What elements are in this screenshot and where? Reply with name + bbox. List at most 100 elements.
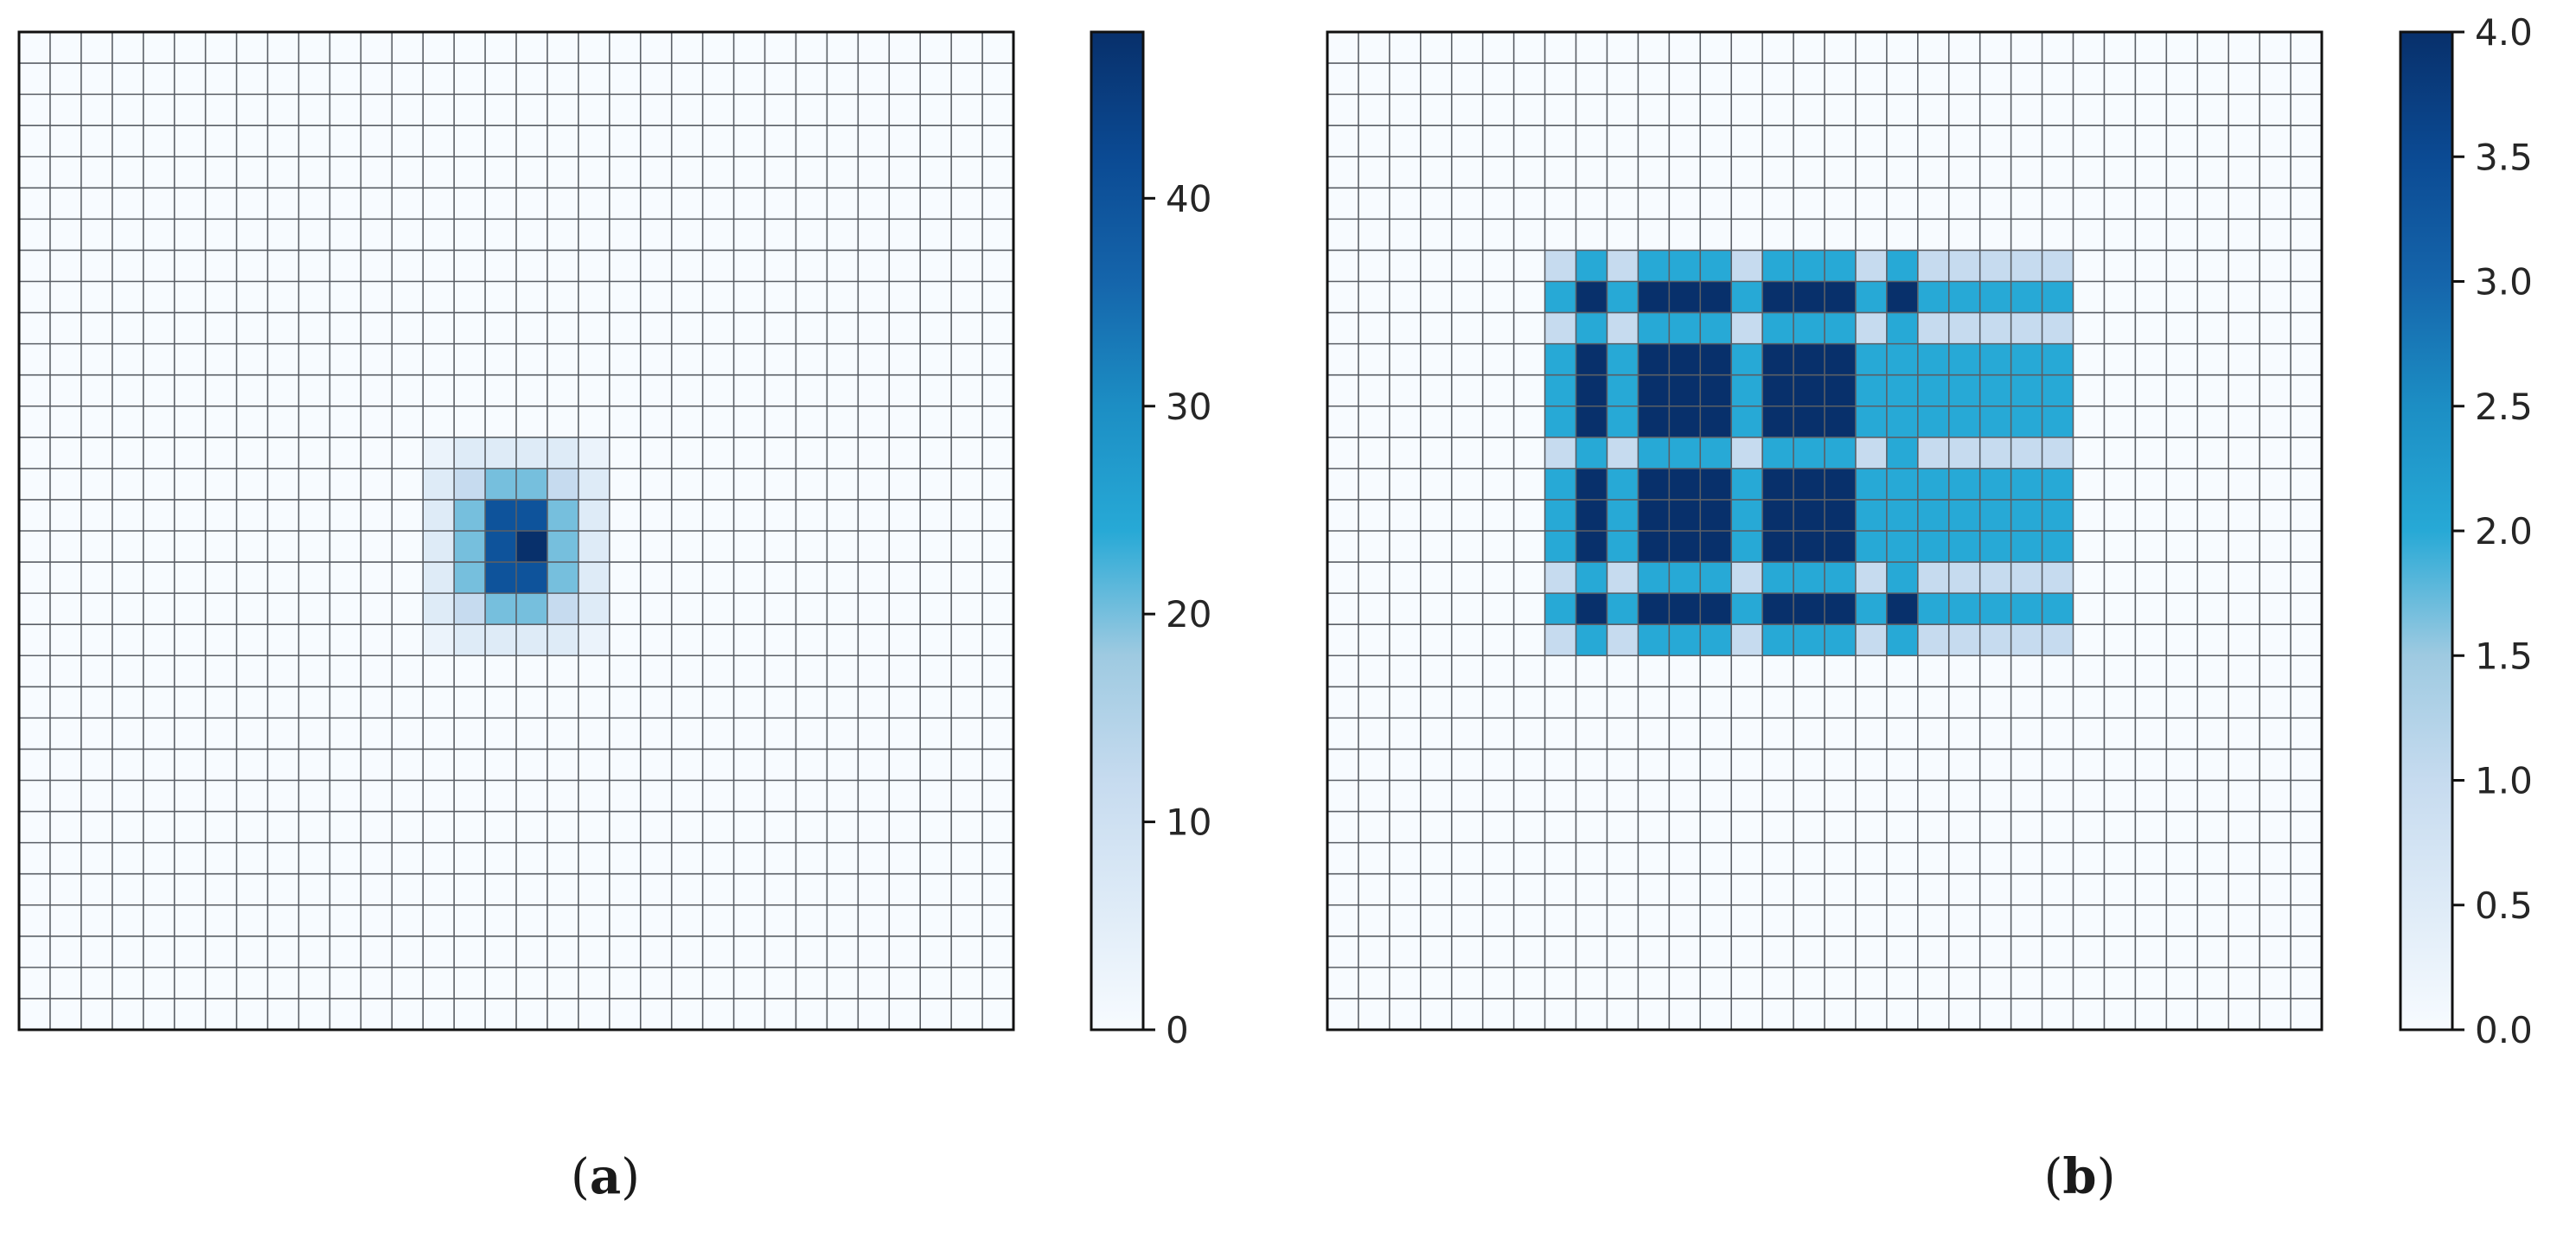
heatmap-cell [329, 32, 361, 64]
heatmap-cell [143, 873, 176, 906]
heatmap-cell [1762, 343, 1794, 376]
heatmap-cell [1700, 63, 1732, 95]
heatmap-cell [858, 967, 890, 1000]
heatmap-cell [298, 374, 330, 407]
heatmap-cell [547, 374, 579, 407]
heatmap-cell [516, 32, 548, 64]
heatmap-cell [609, 936, 642, 968]
heatmap-cell [2166, 562, 2198, 594]
heatmap-cell [2291, 873, 2323, 906]
heatmap-cell [1327, 904, 1359, 937]
heatmap-cell [1979, 499, 2012, 532]
heatmap-cell [1669, 936, 1701, 968]
heatmap-cell [2197, 562, 2229, 594]
heatmap-cell [1482, 125, 1515, 157]
heatmap-cell [764, 219, 796, 251]
heatmap-cell [796, 780, 828, 813]
heatmap-cell [1669, 219, 1701, 251]
heatmap-cell [920, 687, 952, 718]
heatmap-cell [454, 842, 486, 875]
heatmap-cell [2042, 94, 2074, 126]
heatmap-cell [1793, 32, 1825, 64]
heatmap-cell [1482, 718, 1515, 750]
colorbar-tick-label: 0.5 [2475, 885, 2533, 927]
heatmap-cell [1482, 624, 1515, 656]
heatmap-cell [2197, 94, 2229, 126]
heatmap-cell [2010, 873, 2043, 906]
heatmap-cell [1638, 531, 1670, 563]
heatmap-cell [2228, 343, 2260, 376]
heatmap-cell [485, 967, 517, 1000]
heatmap-cell [298, 842, 330, 875]
heatmap-cell [1451, 655, 1484, 687]
heatmap-cell [1420, 374, 1453, 407]
heatmap-cell [2010, 250, 2043, 282]
heatmap-cell [2010, 811, 2043, 844]
heatmap-cell [1669, 499, 1701, 532]
heatmap-cell [2135, 94, 2167, 126]
heatmap-cell [2073, 624, 2105, 656]
heatmap-cell [764, 125, 796, 157]
heatmap-cell [2042, 967, 2074, 1000]
heatmap-cell [1825, 406, 1857, 438]
heatmap-cell [889, 63, 921, 95]
heatmap-cell [2260, 437, 2292, 469]
heatmap-cell [1327, 780, 1359, 813]
heatmap-cell [1638, 437, 1670, 469]
heatmap-cell [112, 904, 144, 937]
heatmap-cell [2291, 437, 2323, 469]
heatmap-cell [640, 219, 673, 251]
heatmap-cell [1917, 499, 1950, 532]
heatmap-cell [49, 468, 82, 501]
heatmap-cell [2291, 998, 2323, 1031]
heatmap-cell [392, 281, 424, 314]
heatmap-cell [516, 873, 548, 906]
heatmap-cell [392, 842, 424, 875]
heatmap-cell [2260, 32, 2292, 64]
heatmap-cell [112, 437, 144, 469]
heatmap-cell [1793, 281, 1825, 314]
heatmap-cell [2135, 32, 2167, 64]
heatmap-cell [2010, 374, 2043, 407]
heatmap-cell [80, 343, 113, 376]
heatmap-cell [19, 811, 51, 844]
colorbar-tick-label: 1.5 [2475, 635, 2533, 677]
heatmap-cell [19, 125, 51, 157]
heatmap-cell [547, 63, 579, 95]
heatmap-cell [2073, 842, 2105, 875]
heatmap-cell [516, 188, 548, 220]
heatmap-cell [1327, 967, 1359, 1000]
heatmap-cell [982, 718, 1014, 750]
heatmap-cell [1389, 687, 1422, 718]
heatmap-cell [19, 94, 51, 126]
heatmap-cell [1979, 125, 2012, 157]
heatmap-cell [1886, 219, 1919, 251]
heatmap-cell [2135, 811, 2167, 844]
heatmap-cell [640, 687, 673, 718]
heatmap-cell [205, 63, 238, 95]
heatmap-cell [1825, 749, 1857, 781]
heatmap-cell [329, 687, 361, 718]
heatmap-cell [19, 406, 51, 438]
heatmap-cell [174, 188, 207, 220]
heatmap-cell [1607, 437, 1639, 469]
heatmap-cell [2228, 125, 2260, 157]
heatmap-cell [2260, 63, 2292, 95]
heatmap-cell [1544, 593, 1576, 625]
heatmap-cell [2260, 156, 2292, 188]
heatmap-cell [671, 32, 704, 64]
heatmap-cell [702, 94, 735, 126]
heatmap-cell [640, 811, 673, 844]
heatmap-cell [112, 156, 144, 188]
heatmap-cell [1576, 904, 1608, 937]
heatmap-cell [19, 437, 51, 469]
heatmap-cell [1389, 125, 1422, 157]
heatmap-cell [1389, 32, 1422, 64]
heatmap-cell [1948, 562, 1981, 594]
heatmap-cell [112, 374, 144, 407]
heatmap-cell [2010, 32, 2043, 64]
heatmap-cell [2010, 842, 2043, 875]
heatmap-cell [1607, 343, 1639, 376]
heatmap-cell [112, 562, 144, 594]
heatmap-cell [1420, 343, 1453, 376]
